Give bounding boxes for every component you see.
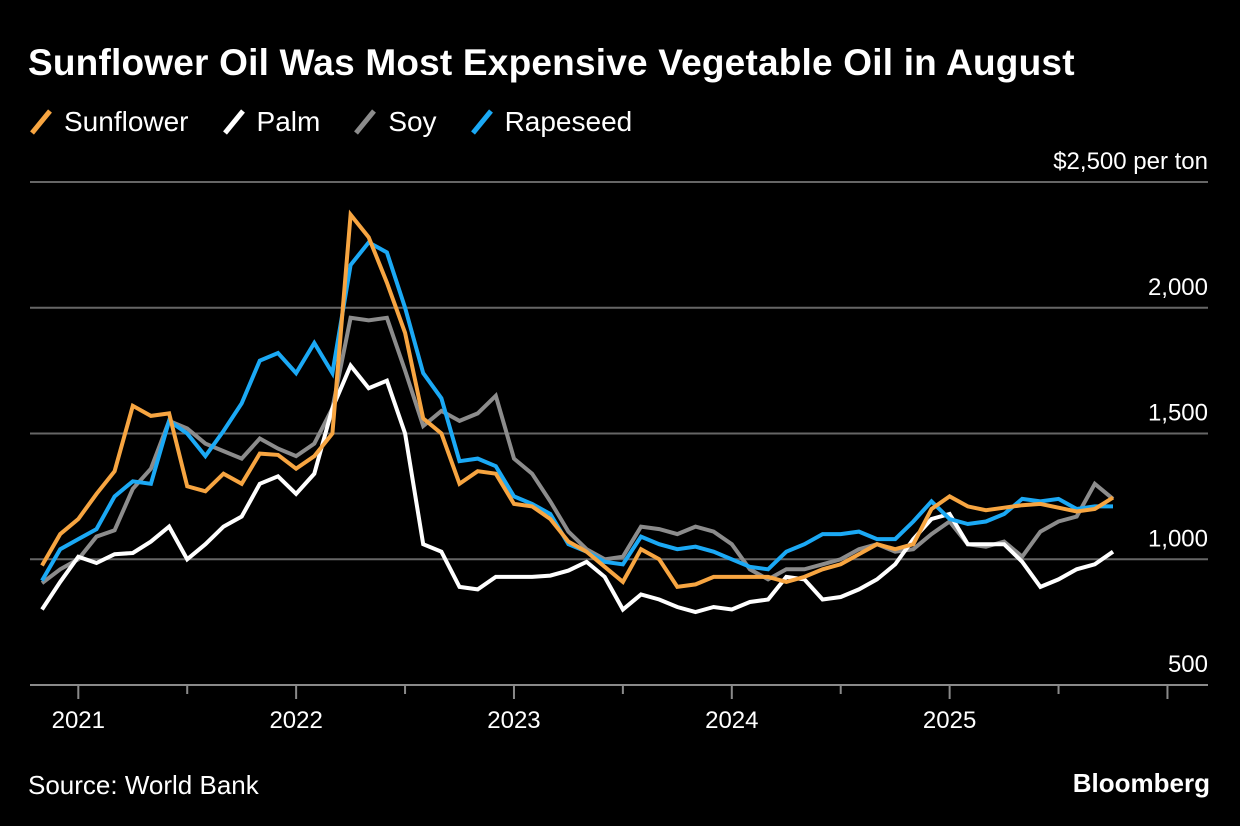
bloomberg-logo: Bloomberg xyxy=(1072,768,1210,798)
x-tick-label-2023: 2023 xyxy=(487,707,540,734)
y-tick-label-2500: $2,500 per ton xyxy=(1053,148,1208,175)
y-tick-label-2000: 2,000 xyxy=(1148,274,1208,301)
series-line-sunflower xyxy=(40,209,1115,590)
series-lines xyxy=(40,209,1115,615)
gridlines: 500 1,000 1,500 2,000 $2,500 per ton xyxy=(30,148,1208,686)
series-line-rapeseed xyxy=(40,239,1113,582)
legend-item-rapeseed: Rapeseed xyxy=(470,106,633,138)
y-tick-label-1000: 1,000 xyxy=(1148,525,1208,552)
x-tick-label-2025: 2025 xyxy=(923,707,976,734)
legend-item-palm: Palm xyxy=(222,106,321,138)
legend-label-rapeseed: Rapeseed xyxy=(504,106,633,137)
legend-item-soy: Soy xyxy=(354,106,437,138)
x-tick-label-2021: 2021 xyxy=(52,707,105,734)
x-tick-label-2022: 2022 xyxy=(269,707,322,734)
series-line-soy xyxy=(40,315,1115,585)
legend-label-soy: Soy xyxy=(388,106,437,137)
x-tick-label-2024: 2024 xyxy=(705,707,758,734)
chart-title: Sunflower Oil Was Most Expensive Vegetab… xyxy=(28,42,1075,83)
x-axis: 2021 2022 2023 2024 2025 xyxy=(52,685,1169,734)
series-line-palm xyxy=(40,361,1115,615)
y-tick-label-500: 500 xyxy=(1168,651,1208,678)
source-note: Source: World Bank xyxy=(28,770,259,800)
legend-swatch-soy xyxy=(354,109,377,135)
legend: Sunflower Palm Soy Rapeseed xyxy=(30,106,632,138)
legend-swatch-sunflower xyxy=(30,109,52,135)
legend-item-sunflower: Sunflower xyxy=(30,106,189,138)
legend-swatch-rapeseed xyxy=(470,109,493,135)
legend-swatch-palm xyxy=(222,109,245,135)
legend-label-palm: Palm xyxy=(256,106,321,137)
y-tick-label-1500: 1,500 xyxy=(1148,400,1208,427)
legend-label-sunflower: Sunflower xyxy=(64,106,189,137)
